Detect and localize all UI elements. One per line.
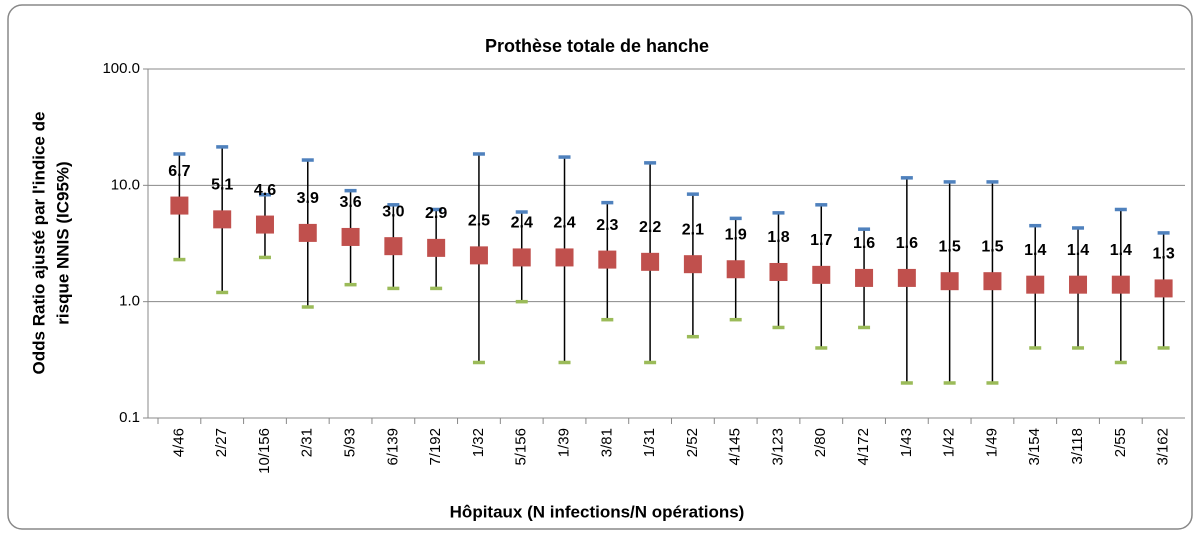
data-label: 4.6 (254, 182, 276, 199)
x-axis-label: Hôpitaux (N infections/N opérations) (450, 502, 745, 521)
y-tick-label: 0.1 (119, 409, 140, 426)
data-label: 3.0 (382, 203, 404, 220)
marker (683, 255, 702, 274)
data-label: 1.5 (981, 238, 1003, 255)
marker (855, 268, 874, 287)
marker (1026, 275, 1045, 294)
marker (769, 262, 788, 281)
marker (1154, 279, 1173, 298)
marker (469, 246, 488, 265)
data-label: 2.1 (682, 221, 704, 238)
data-label: 2.5 (468, 213, 490, 230)
x-tick-label: 1/39 (555, 428, 572, 457)
marker (384, 237, 403, 256)
data-label: 5.1 (211, 177, 233, 194)
marker (170, 196, 189, 215)
data-label: 3.6 (339, 194, 361, 211)
marker (726, 260, 745, 279)
marker (341, 227, 360, 246)
data-label: 1.4 (1067, 242, 1089, 259)
data-label: 2.9 (425, 205, 447, 222)
marker (641, 252, 660, 271)
data-label: 1.6 (896, 235, 918, 252)
data-label: 6.7 (168, 163, 190, 180)
x-tick-label: 2/55 (1112, 428, 1129, 457)
marker (983, 272, 1002, 291)
marker (812, 265, 831, 284)
marker (213, 210, 232, 229)
data-label: 2.2 (639, 219, 661, 236)
marker (940, 272, 959, 291)
marker (298, 223, 317, 242)
data-label: 1.3 (1152, 246, 1174, 263)
x-tick-label: 1/42 (941, 428, 958, 457)
marker (427, 238, 446, 257)
y-tick-label: 1.0 (119, 293, 140, 310)
y-tick-label: 10.0 (111, 176, 140, 193)
data-label: 1.7 (810, 232, 832, 249)
x-tick-label: 3/162 (1155, 428, 1172, 466)
data-label: 1.8 (767, 229, 789, 246)
data-label: 2.4 (553, 215, 575, 232)
x-tick-label: 5/156 (513, 428, 530, 466)
x-tick-label: 3/154 (1026, 428, 1043, 466)
x-tick-label: 5/93 (342, 428, 359, 457)
x-tick-label: 3/118 (1069, 428, 1086, 464)
x-tick-label: 2/80 (812, 428, 829, 457)
x-tick-label: 1/32 (470, 428, 487, 457)
marker (512, 248, 531, 267)
marker (1111, 275, 1130, 294)
x-tick-label: 2/27 (213, 428, 230, 457)
x-tick-label: 1/49 (983, 428, 1000, 457)
x-tick-label: 4/145 (727, 428, 744, 466)
y-axis-label: risque NNIS (IC95%) (53, 161, 72, 324)
data-label: 1.4 (1024, 242, 1046, 259)
y-tick-label: 100.0 (102, 60, 140, 77)
chart-title: Prothèse totale de hanche (485, 36, 709, 56)
data-label: 1.5 (939, 238, 961, 255)
x-tick-label: 1/43 (898, 428, 915, 457)
marker (897, 268, 916, 287)
x-tick-label: 10/156 (256, 428, 273, 474)
y-axis-label: Odds Ratio ajusté par l'indice de (29, 112, 48, 375)
marker (555, 248, 574, 267)
x-tick-label: 3/123 (769, 428, 786, 466)
x-tick-label: 4/46 (170, 428, 187, 457)
x-tick-label: 6/139 (384, 428, 401, 466)
data-label: 2.4 (511, 215, 533, 232)
data-label: 1.6 (853, 235, 875, 252)
marker (1069, 275, 1088, 294)
x-tick-label: 4/172 (855, 428, 872, 466)
x-tick-label: 1/31 (641, 428, 658, 457)
x-tick-label: 7/192 (427, 428, 444, 466)
marker (598, 250, 617, 269)
x-tick-label: 2/31 (299, 428, 316, 457)
marker (255, 215, 274, 234)
data-label: 1.4 (1110, 242, 1132, 259)
data-label: 3.9 (297, 190, 319, 207)
x-tick-label: 3/81 (598, 428, 615, 457)
data-label: 1.9 (725, 226, 747, 243)
data-label: 2.3 (596, 217, 618, 234)
x-tick-label: 2/52 (684, 428, 701, 457)
